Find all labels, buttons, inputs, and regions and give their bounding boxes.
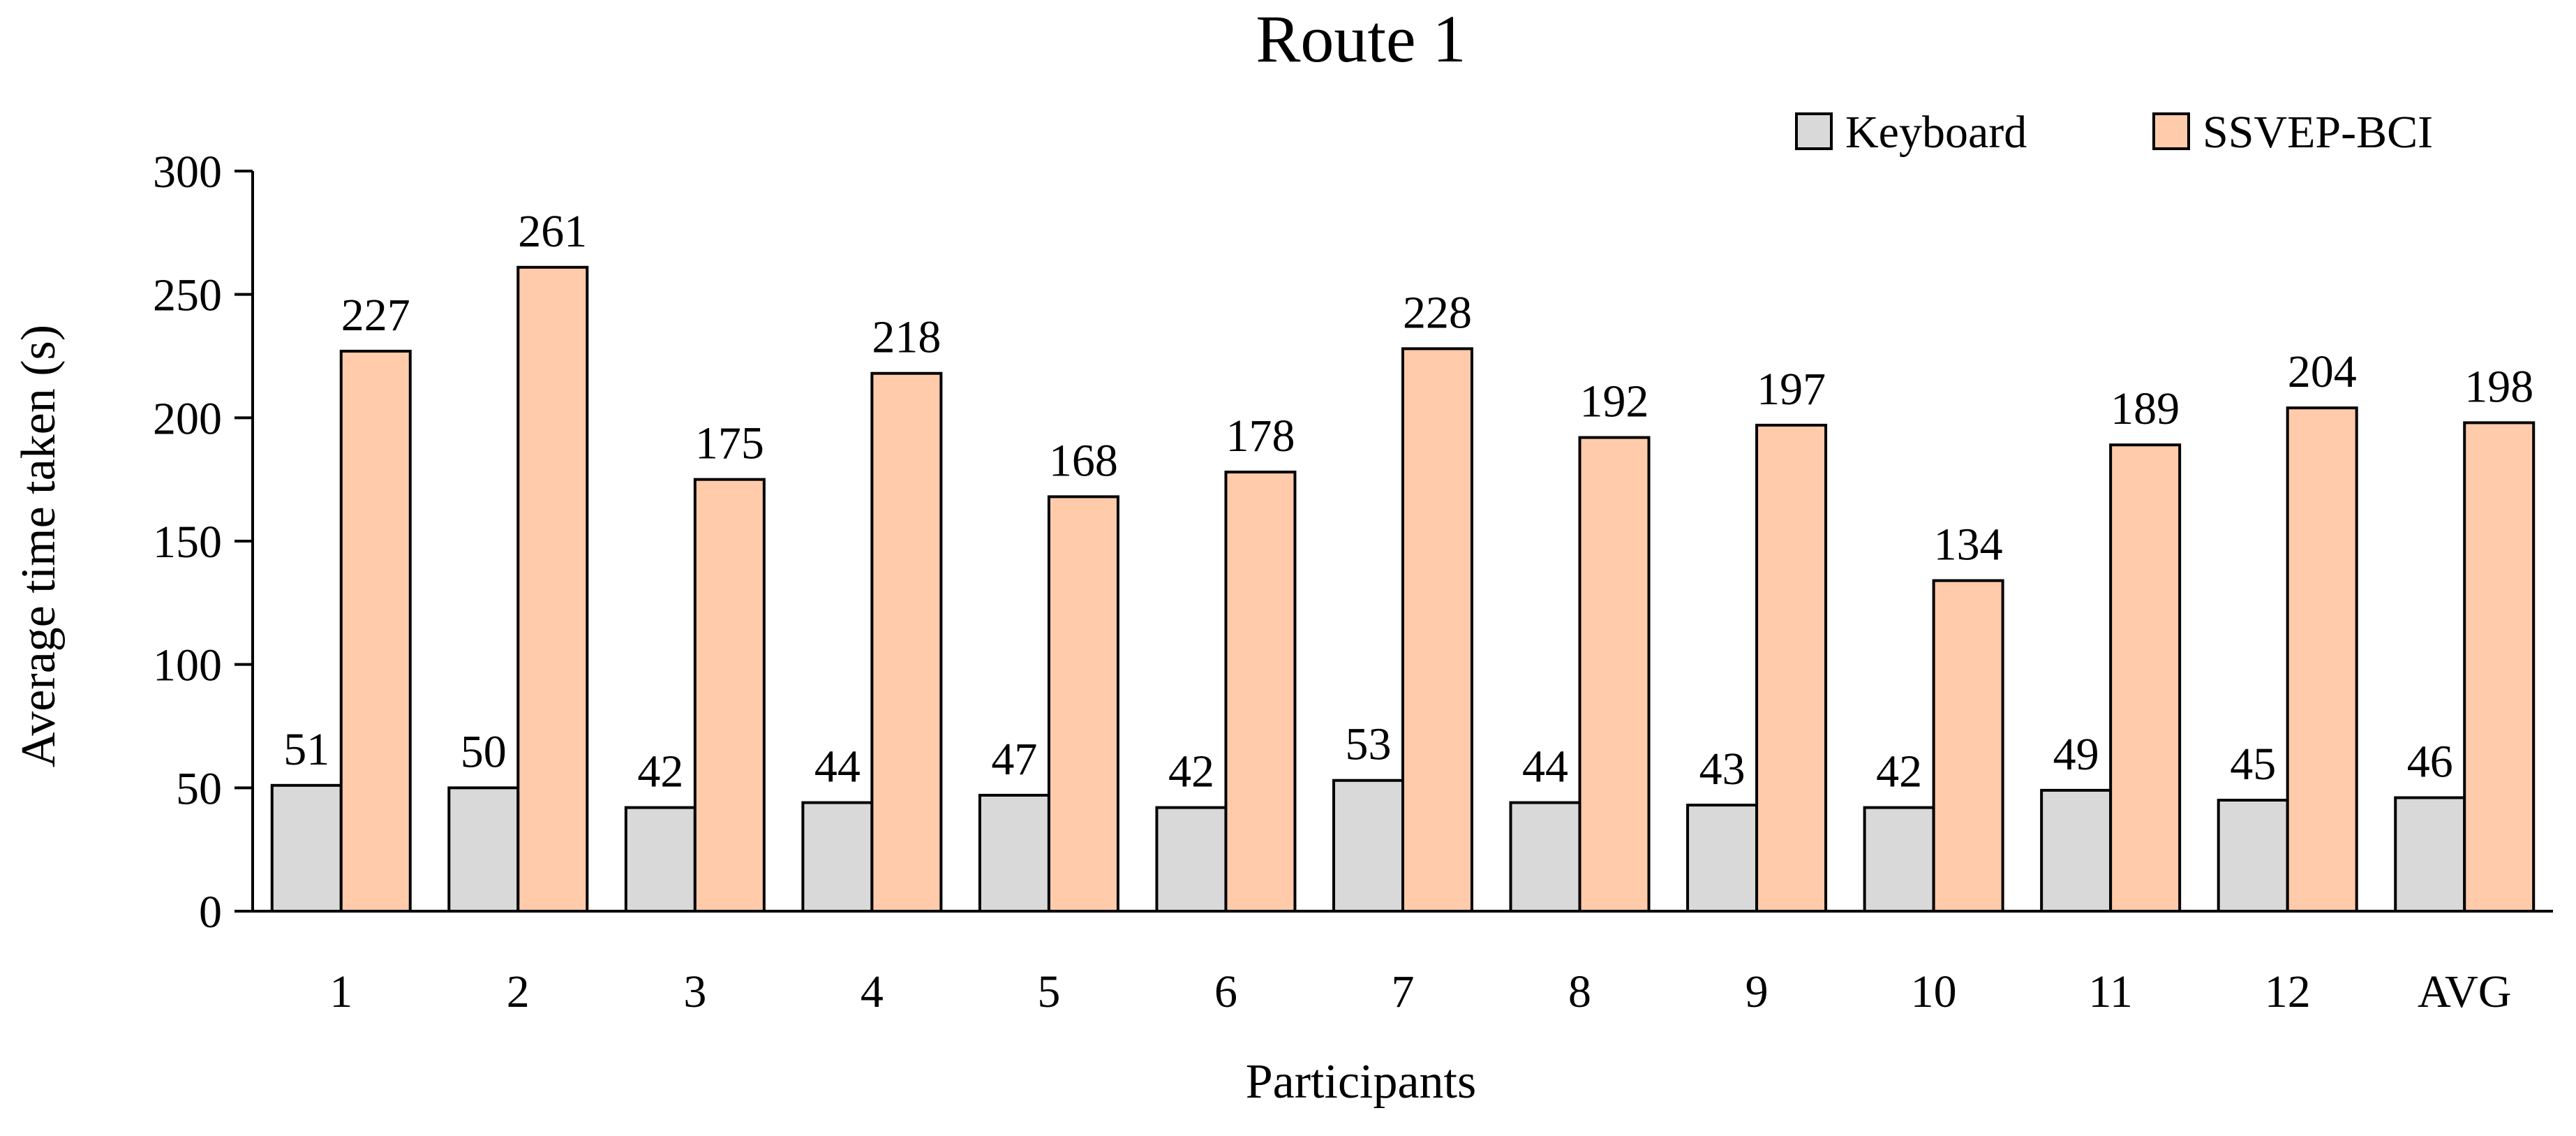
y-tick-label: 300	[153, 147, 222, 198]
bar-keyboard-7	[1332, 779, 1404, 913]
legend-item-ssvep-bci: SSVEP-BCI	[2152, 107, 2433, 158]
data-label: 178	[1226, 411, 1295, 462]
y-axis-title: Average time taken (s)	[12, 325, 66, 767]
x-tick-label: 7	[1392, 966, 1415, 1017]
data-label: 43	[1699, 744, 1745, 795]
data-label: 168	[1049, 435, 1118, 486]
data-label: 47	[991, 734, 1037, 785]
bar-keyboard-8	[1509, 801, 1581, 913]
x-tick-label: 11	[2088, 966, 2133, 1017]
data-label: 197	[1757, 364, 1826, 415]
bar-keyboard-5	[978, 793, 1050, 913]
data-label: 204	[2288, 346, 2357, 397]
data-label: 228	[1403, 287, 1472, 338]
data-label: 198	[2464, 361, 2533, 412]
y-tick-label: 0	[199, 887, 222, 938]
bar-keyboard-9	[1686, 804, 1759, 913]
bar-ssvep-bci-6	[1224, 471, 1297, 913]
x-tick-label: 9	[1745, 966, 1769, 1017]
legend-item-keyboard: Keyboard	[1795, 107, 2027, 158]
y-axis: 0 50 100 150 200 250 300	[153, 147, 254, 938]
bar-ssvep-bci-5	[1047, 495, 1119, 913]
data-label: 53	[1346, 719, 1392, 770]
bar-ssvep-bci-7	[1401, 347, 1473, 913]
data-label: 42	[1168, 746, 1214, 797]
data-label: 175	[695, 418, 764, 469]
x-tick-label: 5	[1037, 966, 1060, 1017]
data-label: 134	[1934, 519, 2003, 570]
y-tick-label: 200	[153, 393, 222, 444]
x-tick-label: 2	[507, 966, 530, 1017]
data-label: 51	[283, 724, 329, 775]
bar-ssvep-bci-avg	[2463, 421, 2536, 913]
data-label: 42	[1876, 746, 1922, 797]
x-tick-label: 12	[2265, 966, 2311, 1017]
data-label: 45	[2230, 739, 2276, 790]
bar-keyboard-3	[624, 806, 697, 913]
bar-keyboard-4	[801, 801, 874, 913]
data-labels: 51 227 50 261 42 175 44 218 47 168 42 178 53 228 44 192…	[283, 206, 2533, 797]
data-label: 44	[814, 742, 861, 792]
x-tick-label: AVG	[2418, 966, 2511, 1017]
data-label: 227	[341, 290, 410, 341]
bar-ssvep-bci-2	[516, 265, 589, 913]
bar-ssvep-bci-11	[2109, 443, 2182, 913]
x-axis-title: Participants	[1246, 1055, 1476, 1109]
data-label: 189	[2110, 383, 2180, 434]
x-axis: 1 2 3 4 5 6 7 8 9 10 11 12 AVG	[253, 910, 2553, 1017]
bar-keyboard-2	[447, 786, 520, 913]
bar-keyboard-10	[1863, 806, 1935, 913]
bar-keyboard-1	[270, 783, 343, 913]
data-label: 49	[2053, 729, 2099, 780]
bar-ssvep-bci-9	[1755, 423, 1828, 913]
y-tick-label: 50	[176, 763, 222, 814]
x-tick-label: 6	[1214, 966, 1237, 1017]
bar-keyboard-6	[1155, 806, 1228, 913]
bar-keyboard-12	[2217, 799, 2289, 913]
legend-label: SSVEP-BCI	[2203, 107, 2433, 158]
bar-keyboard-avg	[2394, 796, 2466, 913]
data-label: 218	[872, 312, 941, 363]
legend-swatch	[2152, 112, 2190, 150]
data-label: 42	[637, 746, 683, 797]
bar-ssvep-bci-3	[693, 478, 766, 913]
y-tick-label: 100	[153, 640, 222, 691]
legend-label: Keyboard	[1845, 107, 2027, 158]
data-label: 261	[518, 206, 587, 257]
x-tick-label: 1	[329, 966, 352, 1017]
y-tick-label: 150	[153, 517, 222, 568]
legend-swatch	[1795, 112, 1833, 150]
data-label: 44	[1522, 742, 1568, 792]
data-label: 192	[1580, 376, 1649, 427]
data-label: 46	[2407, 736, 2453, 787]
bars	[270, 265, 2536, 913]
bar-ssvep-bci-10	[1932, 579, 2004, 913]
bar-ssvep-bci-1	[339, 349, 412, 913]
x-tick-label: 8	[1568, 966, 1591, 1017]
bar-ssvep-bci-12	[2286, 406, 2358, 913]
bar-ssvep-bci-8	[1578, 436, 1651, 913]
bar-keyboard-11	[2040, 788, 2113, 913]
x-tick-label: 4	[861, 966, 884, 1017]
y-tick-label: 250	[153, 270, 222, 321]
legend: Keyboard SSVEP-BCI	[1795, 107, 2433, 158]
x-tick-label: 10	[1911, 966, 1957, 1017]
data-label: 50	[461, 726, 507, 777]
x-tick-label: 3	[683, 966, 706, 1017]
bar-ssvep-bci-4	[870, 371, 943, 913]
chart-title: Route 1	[1256, 1, 1466, 76]
